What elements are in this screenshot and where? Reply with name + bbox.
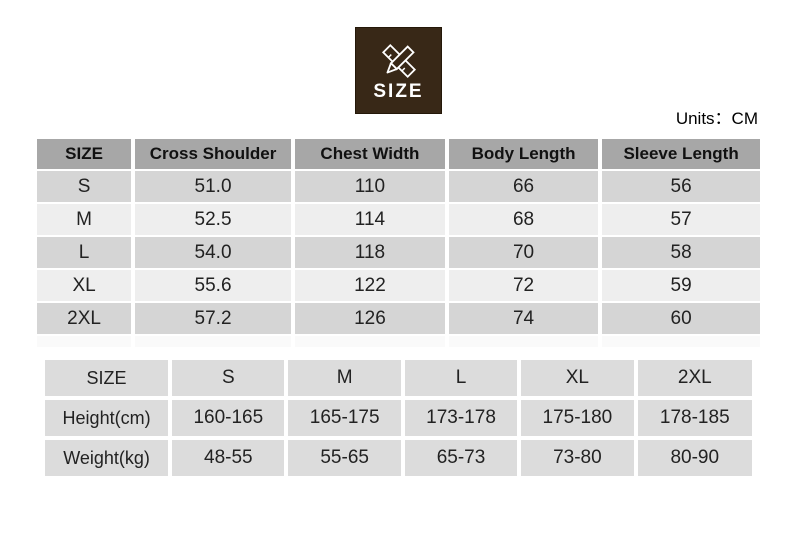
value-cell: 160-165 bbox=[170, 398, 289, 440]
value-cell: 55.6 bbox=[133, 269, 295, 303]
table-row-l: L 54.0 118 70 58 bbox=[37, 236, 760, 270]
value-cell: 114 bbox=[292, 203, 449, 237]
value-cell: 57.2 bbox=[133, 302, 295, 336]
fit-column-header-l: L bbox=[402, 360, 522, 400]
value-cell: 70 bbox=[446, 236, 603, 270]
value-cell: 58 bbox=[600, 236, 760, 270]
table-row-2xl: 2XL 57.2 126 74 60 bbox=[37, 302, 760, 336]
value-cell: 74 bbox=[446, 302, 603, 336]
value-cell: 60 bbox=[600, 302, 760, 336]
value-cell: 51.0 bbox=[133, 170, 295, 204]
size-cell: L bbox=[37, 236, 136, 270]
fit-table-header-row: SIZE S M L XL 2XL bbox=[45, 360, 752, 400]
value-cell: 68 bbox=[446, 203, 603, 237]
value-cell: 175-180 bbox=[519, 398, 638, 440]
size-cell: S bbox=[37, 170, 136, 204]
value-cell: 122 bbox=[292, 269, 449, 303]
fit-table-row-height: Height(cm) 160-165 165-175 173-178 175-1… bbox=[45, 398, 752, 440]
row-label-cell: Weight(kg) bbox=[45, 438, 173, 476]
row-label-cell: Height(cm) bbox=[45, 398, 173, 440]
garment-size-table: SIZE Cross Shoulder Chest Width Body Len… bbox=[37, 139, 760, 347]
value-cell: 57 bbox=[600, 203, 760, 237]
ruler-pencil-icon bbox=[379, 41, 419, 81]
value-cell: 110 bbox=[292, 170, 449, 204]
value-cell: 59 bbox=[600, 269, 760, 303]
units-label: Units：CM bbox=[675, 109, 758, 128]
garment-table-header-row: SIZE Cross Shoulder Chest Width Body Len… bbox=[37, 139, 760, 171]
table-row-xl: XL 55.6 122 72 59 bbox=[37, 269, 760, 303]
value-cell: 72 bbox=[446, 269, 603, 303]
empty-cell bbox=[292, 335, 449, 347]
size-cell: M bbox=[37, 203, 136, 237]
empty-cell bbox=[37, 335, 136, 347]
value-cell: 126 bbox=[292, 302, 449, 336]
value-cell: 118 bbox=[292, 236, 449, 270]
fit-column-header-xl: XL bbox=[519, 360, 638, 400]
fit-guide-table: SIZE S M L XL 2XL Height(cm) 160-165 165… bbox=[45, 360, 752, 476]
fit-column-header-2xl: 2XL bbox=[635, 360, 752, 400]
fit-column-header-s: S bbox=[170, 360, 289, 400]
column-header-cross-shoulder: Cross Shoulder bbox=[133, 139, 295, 171]
empty-cell bbox=[600, 335, 760, 347]
value-cell: 73-80 bbox=[519, 438, 638, 476]
value-cell: 52.5 bbox=[133, 203, 295, 237]
column-header-size: SIZE bbox=[37, 139, 136, 171]
fit-table-row-weight: Weight(kg) 48-55 55-65 65-73 73-80 80-90 bbox=[45, 438, 752, 476]
size-badge-label: SIZE bbox=[373, 80, 424, 102]
value-cell: 48-55 bbox=[170, 438, 289, 476]
value-cell: 80-90 bbox=[635, 438, 752, 476]
value-cell: 173-178 bbox=[402, 398, 522, 440]
empty-cell bbox=[446, 335, 603, 347]
column-header-sleeve-length: Sleeve Length bbox=[600, 139, 760, 171]
value-cell: 66 bbox=[446, 170, 603, 204]
table-row-remnant bbox=[37, 335, 760, 347]
value-cell: 54.0 bbox=[133, 236, 295, 270]
size-cell: 2XL bbox=[37, 302, 136, 336]
value-cell: 65-73 bbox=[402, 438, 522, 476]
empty-cell bbox=[133, 335, 295, 347]
value-cell: 178-185 bbox=[635, 398, 752, 440]
table-row-m: M 52.5 114 68 57 bbox=[37, 203, 760, 237]
value-cell: 56 bbox=[600, 170, 760, 204]
size-cell: XL bbox=[37, 269, 136, 303]
size-badge: SIZE bbox=[355, 27, 442, 114]
column-header-chest-width: Chest Width bbox=[292, 139, 449, 171]
fit-column-header-size: SIZE bbox=[45, 360, 173, 400]
fit-column-header-m: M bbox=[286, 360, 405, 400]
value-cell: 55-65 bbox=[286, 438, 405, 476]
value-cell: 165-175 bbox=[286, 398, 405, 440]
table-row-s: S 51.0 110 66 56 bbox=[37, 170, 760, 204]
column-header-body-length: Body Length bbox=[446, 139, 603, 171]
